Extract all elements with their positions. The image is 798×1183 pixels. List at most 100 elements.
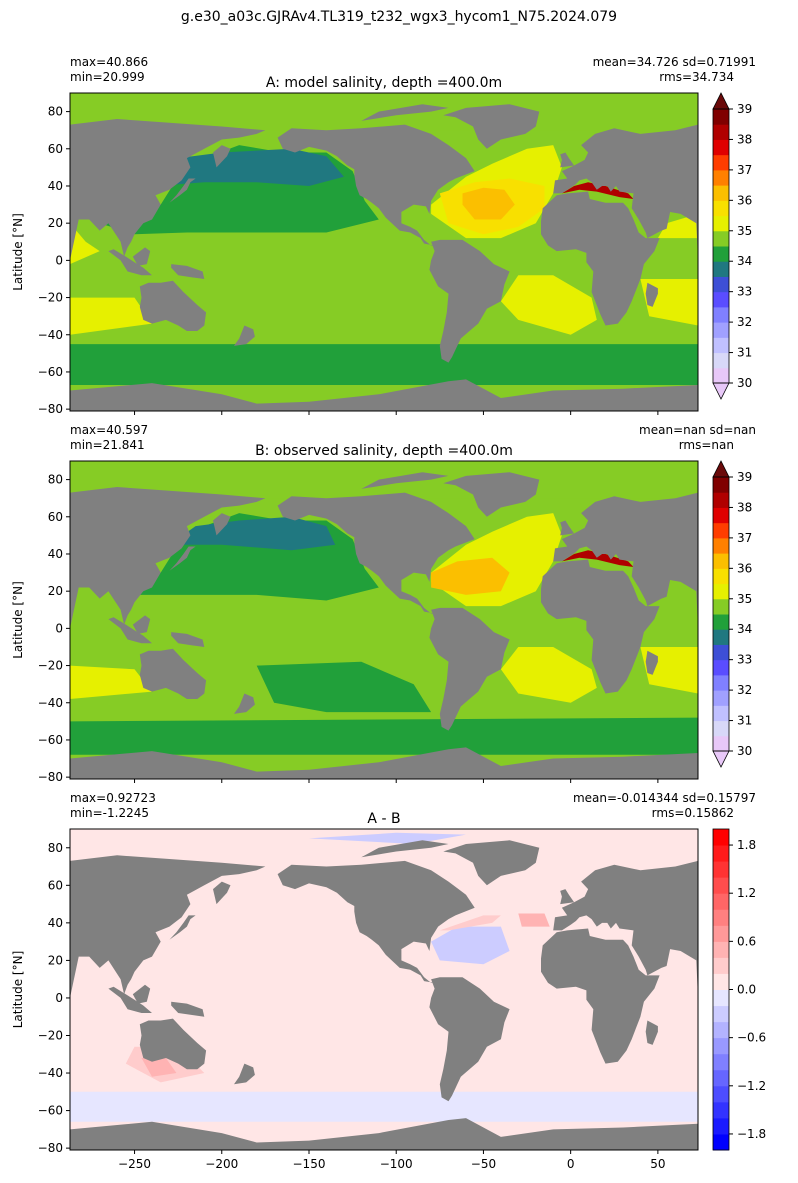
y-axis-label: Latitude [°N] <box>11 581 25 659</box>
colorbar-segment <box>713 507 729 524</box>
colorbar-segment <box>713 1005 729 1023</box>
land-new-guinea <box>171 264 205 279</box>
colorbar-segment <box>713 352 729 369</box>
colorbar-tick-label: 30 <box>737 744 752 758</box>
land-arctic-islands <box>361 472 449 489</box>
land-north-america <box>277 124 475 246</box>
colorbar-tick-label: 34 <box>737 254 752 268</box>
panel-title: A: model salinity, depth =400.0m <box>266 75 502 91</box>
land-arctic-islands <box>361 840 449 858</box>
y-tick-label: −20 <box>38 659 63 673</box>
colorbar-segment <box>713 337 729 354</box>
colorbar-segment <box>713 477 729 493</box>
colorbar-segment <box>713 306 729 323</box>
colorbar-segment <box>713 522 729 539</box>
land-south-america <box>429 977 510 1102</box>
land-arctic-islands <box>361 104 449 121</box>
colorbar-tick-label: −0.6 <box>737 1031 766 1045</box>
north-pacific-core-region <box>155 148 344 186</box>
land-greenland <box>443 104 540 149</box>
colorbar-segment <box>713 690 729 706</box>
land-indonesia <box>108 617 152 644</box>
map-field-3 <box>70 829 698 1150</box>
colorbar-2: 30 31 32 33 34 35 36 37 38 39 <box>712 460 752 768</box>
land-indonesia <box>108 986 152 1013</box>
sargasso-core-region <box>431 557 510 595</box>
colorbar-tick-label: 30 <box>737 376 752 390</box>
south-pacific-yellow-region <box>70 665 152 699</box>
land-japan <box>169 178 196 203</box>
land-madagascar <box>645 282 658 307</box>
land-uk <box>560 152 575 168</box>
colorbar-segment <box>713 568 729 585</box>
land-greenland <box>443 840 540 886</box>
stats-mean-sd: mean=-0.014344 sd=0.15797 <box>573 791 756 805</box>
colorbar-tick-label: 39 <box>737 102 752 116</box>
y-tick-label: −40 <box>38 1066 63 1080</box>
north-atlantic-negative-region <box>431 926 510 965</box>
colorbar-tick-label: 0.0 <box>737 983 756 997</box>
colorbar-segment <box>713 720 729 737</box>
y-tick-label: −80 <box>38 770 63 784</box>
x-tick-label: −200 <box>205 1157 238 1171</box>
land-north-america <box>277 860 475 983</box>
y-tick-label: 20 <box>48 584 63 598</box>
land-borneo <box>132 615 151 634</box>
land-kamchatka <box>213 145 231 168</box>
land-asia-east <box>70 855 266 998</box>
land-greenland <box>443 472 540 517</box>
sargasso-core-region <box>462 187 515 220</box>
stats-max: max=40.597 <box>70 423 148 437</box>
land-new-zealand <box>234 325 255 346</box>
land-antarctica <box>70 379 698 411</box>
colorbar-segment <box>713 909 729 926</box>
colorbar-segment <box>713 1069 729 1087</box>
colorbar-segment <box>713 659 729 676</box>
colorbar-tick-label: 38 <box>737 132 752 146</box>
colorbar-tick-label: 33 <box>737 285 752 299</box>
y-tick-label: 60 <box>48 510 63 524</box>
y-tick-label: −20 <box>38 291 63 305</box>
map-field-1 <box>70 93 698 411</box>
land-new-zealand <box>234 693 255 714</box>
land-new-zealand <box>234 1063 255 1085</box>
land-japan <box>169 915 196 940</box>
land-antarctica <box>70 1118 698 1150</box>
colorbar-tick-label: 1.2 <box>737 886 756 900</box>
colorbar-segment <box>713 1021 729 1039</box>
colorbar-tick-label: 35 <box>737 224 752 238</box>
y-axis-label: Latitude [°N] <box>11 213 25 291</box>
colorbar-segment <box>713 185 729 201</box>
colorbar-segment <box>713 877 729 894</box>
land-kamchatka <box>213 881 231 905</box>
colorbar-segment <box>713 367 729 384</box>
colorbar-segment <box>713 829 729 846</box>
land-new-guinea <box>171 1001 205 1017</box>
y-tick-label: −40 <box>38 696 63 710</box>
x-tick-label: −250 <box>118 1157 151 1171</box>
colorbar-tick-label: 37 <box>737 531 752 545</box>
y-tick-label: 40 <box>48 179 63 193</box>
y-tick-label: −20 <box>38 1028 63 1042</box>
colorbar-tick-label: 32 <box>737 315 752 329</box>
land-asia-east <box>70 487 266 629</box>
colorbar-segment <box>713 215 729 232</box>
colorbar-segment <box>713 109 729 125</box>
y-tick-label: 40 <box>48 547 63 561</box>
colorbar-tick-label: 35 <box>737 592 752 606</box>
southern-ocean-negative-region <box>70 1091 698 1122</box>
colorbar-segment <box>713 1085 729 1103</box>
south-atlantic-yellow-region <box>500 647 597 703</box>
colorbar-tick-label: −1.8 <box>737 1127 766 1141</box>
x-tick-label: −100 <box>380 1157 413 1171</box>
y-tick-label: 20 <box>48 953 63 967</box>
land-indonesia <box>108 249 152 276</box>
colorbar-segment <box>713 629 729 645</box>
colorbar-segment <box>713 957 729 974</box>
land-kamchatka <box>213 513 231 536</box>
colorbar-segment <box>713 230 729 247</box>
colorbar-tick-label: 31 <box>737 346 752 360</box>
colorbar-segment <box>713 261 729 277</box>
colorbar-segment <box>713 583 729 600</box>
colorbar-segment <box>713 139 729 156</box>
